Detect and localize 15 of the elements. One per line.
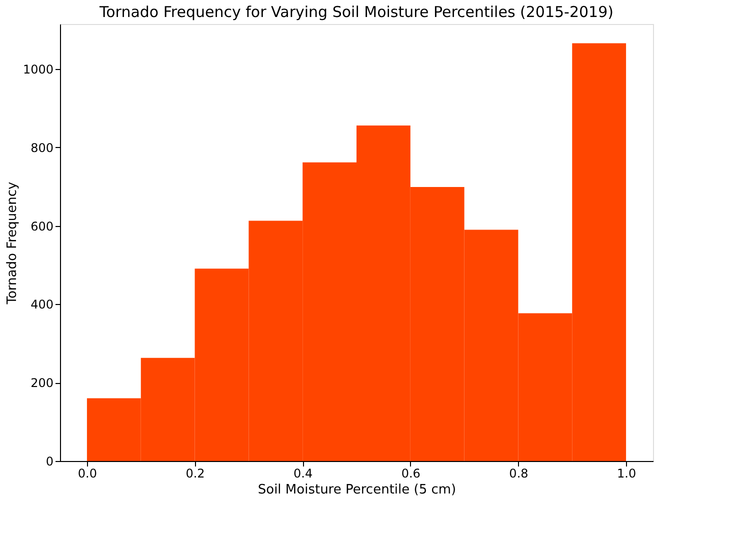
x-tick-label: 0.0: [78, 466, 97, 480]
x-tick-label: 0.2: [186, 466, 205, 480]
y-tick-label: 1000: [22, 62, 54, 77]
y-tick-label: 0: [46, 454, 54, 468]
chart-title: Tornado Frequency for Varying Soil Moisture Percentiles (2015-2019): [98, 3, 614, 21]
y-tick-label: 200: [30, 376, 54, 390]
x-tick-label: 1.0: [617, 466, 636, 480]
y-tick-label: 600: [30, 219, 54, 234]
x-tick-label: 0.8: [509, 466, 528, 480]
x-tick-label: 0.6: [401, 466, 420, 480]
y-tick-label: 400: [30, 298, 54, 312]
y-axis-title: Tornado Frequency: [4, 181, 20, 306]
y-tick-label: 800: [30, 140, 54, 155]
x-tick-label: 0.4: [294, 466, 313, 480]
x-axis-title: Soil Moisture Percentile (5 cm): [258, 482, 456, 498]
